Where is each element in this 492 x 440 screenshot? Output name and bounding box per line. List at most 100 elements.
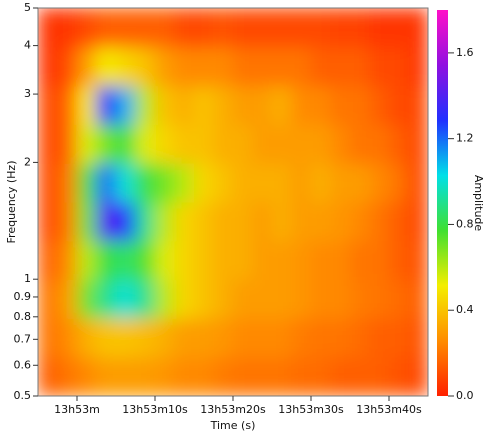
heatmap-cell: [76, 85, 97, 125]
heatmap-cell: [408, 317, 428, 358]
heatmap-cell: [252, 279, 273, 319]
heatmap-cell: [232, 8, 253, 48]
heatmap-cell: [193, 162, 214, 203]
heatmap-cell: [96, 123, 117, 164]
heatmap-cell: [330, 123, 351, 164]
heatmap-cell: [349, 356, 370, 396]
heatmap-cell: [135, 317, 156, 358]
heatmap-cell: [388, 356, 409, 396]
heatmap-cell: [349, 85, 370, 125]
heatmap-cell: [193, 279, 214, 319]
heatmap-cell: [291, 317, 312, 358]
heatmap-cell: [271, 123, 292, 164]
heatmap-cell: [96, 240, 117, 281]
colorbar-tick-label: 1.2: [456, 132, 474, 145]
heatmap-cell: [76, 317, 97, 358]
heatmap-cell: [193, 123, 214, 164]
heatmap-cell: [213, 8, 234, 48]
heatmap-cell: [174, 123, 195, 164]
heatmap-cell: [193, 317, 214, 358]
heatmap-cell: [38, 240, 58, 281]
heatmap-cell: [193, 46, 214, 87]
heatmap-cell: [193, 85, 214, 125]
heatmap-cell: [369, 240, 390, 281]
heatmap-cell: [232, 356, 253, 396]
y-tick-label: 3: [24, 87, 31, 100]
heatmap-cell: [213, 201, 234, 242]
heatmap-cell: [76, 279, 97, 319]
heatmap-cell: [232, 123, 253, 164]
heatmap-cell: [38, 85, 58, 125]
colorbar-tick-label: 1.6: [456, 46, 474, 59]
heatmap-cell: [38, 201, 58, 242]
heatmap-cell: [213, 317, 234, 358]
heatmap-cell: [408, 85, 428, 125]
heatmap-cell: [76, 162, 97, 203]
heatmap-cell: [57, 8, 78, 48]
heatmap-cell: [135, 279, 156, 319]
heatmap-cell: [115, 162, 136, 203]
heatmap-cell: [38, 46, 58, 87]
heatmap-cell: [408, 123, 428, 164]
heatmap-cell: [388, 85, 409, 125]
heatmap-cell: [330, 8, 351, 48]
heatmap-cell: [135, 8, 156, 48]
heatmap-cell: [349, 46, 370, 87]
heatmap-cell: [135, 85, 156, 125]
heatmap-cell: [96, 317, 117, 358]
heatmap-cell: [310, 317, 331, 358]
heatmap-cell: [154, 279, 175, 319]
heatmap-cell: [174, 317, 195, 358]
heatmap-cell: [330, 240, 351, 281]
heatmap-cell: [232, 46, 253, 87]
heatmap-cell: [174, 8, 195, 48]
heatmap-cell: [408, 162, 428, 203]
heatmap-cell: [310, 85, 331, 125]
heatmap-cell: [388, 317, 409, 358]
heatmap-cell: [57, 317, 78, 358]
heatmap-cell: [115, 46, 136, 87]
heatmap-cell: [388, 162, 409, 203]
heatmap-cell: [291, 8, 312, 48]
heatmap-cell: [271, 240, 292, 281]
heatmap-cell: [232, 85, 253, 125]
heatmap-cell: [115, 279, 136, 319]
y-tick-label: 2: [24, 155, 31, 168]
heatmap-cell: [38, 162, 58, 203]
heatmap-cell: [213, 356, 234, 396]
heatmap-cell: [291, 240, 312, 281]
heatmap-cell: [291, 85, 312, 125]
heatmap-cell: [271, 356, 292, 396]
heatmap-cell: [271, 85, 292, 125]
heatmap-cell: [57, 85, 78, 125]
heatmap-cell: [388, 240, 409, 281]
x-tick-label: 13h53m: [54, 403, 100, 416]
y-tick-label: 0.5: [14, 389, 32, 402]
heatmap-cell: [57, 201, 78, 242]
heatmap-cell: [369, 162, 390, 203]
heatmap-cell: [330, 162, 351, 203]
heatmap-cell: [330, 356, 351, 396]
heatmap-cell: [57, 240, 78, 281]
heatmap-cell: [349, 8, 370, 48]
heatmap-cell: [252, 46, 273, 87]
heatmap-cell: [310, 8, 331, 48]
heatmap-cell: [154, 46, 175, 87]
heatmap-cell: [57, 162, 78, 203]
heatmap-cell: [232, 279, 253, 319]
heatmap-cell: [271, 201, 292, 242]
y-tick-label: 4: [24, 39, 31, 52]
heatmap-cell: [213, 240, 234, 281]
heatmap-cell: [408, 240, 428, 281]
heatmap-cell: [57, 46, 78, 87]
heatmap-cell: [174, 85, 195, 125]
heatmap-cell: [271, 162, 292, 203]
x-tick-label: 13h53m40s: [356, 403, 422, 416]
heatmap-cell: [369, 46, 390, 87]
heatmap-cell: [388, 8, 409, 48]
heatmap-cell: [115, 201, 136, 242]
heatmap-cell: [369, 85, 390, 125]
heatmap-cell: [291, 162, 312, 203]
heatmap-cell: [174, 162, 195, 203]
heatmap-cell: [115, 85, 136, 125]
